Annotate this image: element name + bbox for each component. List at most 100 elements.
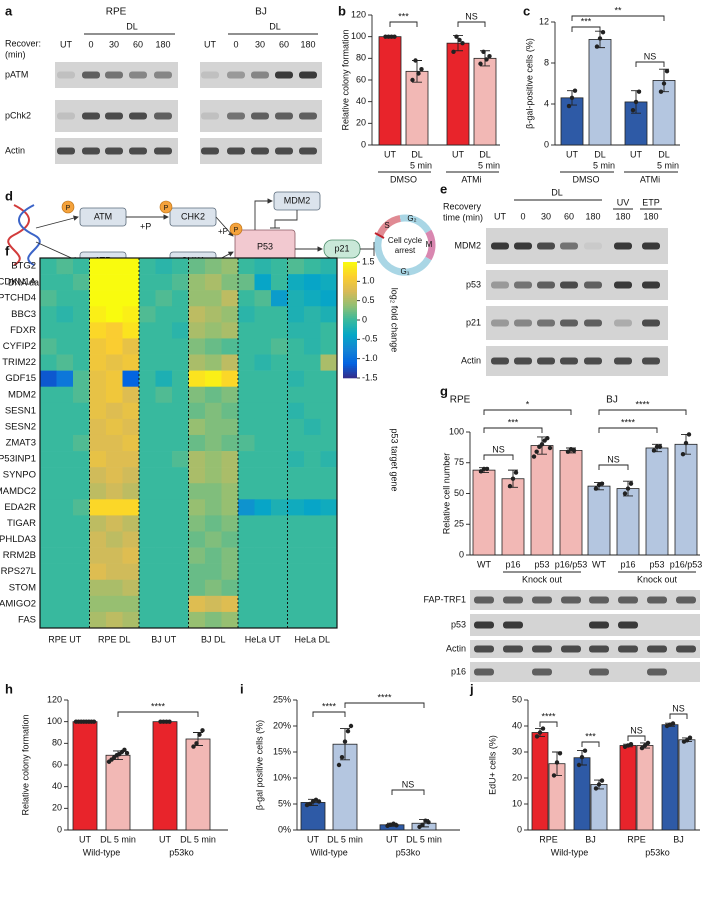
heatmap-cell bbox=[89, 467, 107, 484]
data-point bbox=[593, 786, 599, 791]
heatmap-cell bbox=[238, 402, 255, 420]
colorbar-segment bbox=[343, 354, 357, 357]
blot-band bbox=[676, 645, 696, 653]
data-point bbox=[191, 744, 196, 749]
error-bar bbox=[340, 728, 350, 761]
significance-bracket bbox=[581, 741, 600, 747]
node-label: P53 bbox=[257, 241, 273, 251]
blot-band bbox=[560, 357, 578, 365]
heatmap-cell bbox=[73, 402, 90, 420]
blot-row-label: FAP-TRF1 bbox=[423, 594, 466, 604]
heatmap-cell bbox=[139, 467, 156, 484]
heatmap-cell bbox=[287, 354, 305, 371]
heatmap-cell bbox=[221, 563, 239, 581]
bar bbox=[501, 478, 525, 556]
heatmap-cell bbox=[320, 531, 338, 548]
colorbar-segment bbox=[343, 352, 357, 355]
heatmap-cell bbox=[122, 354, 140, 371]
heatmap-cell bbox=[271, 595, 288, 613]
colorbar-segment bbox=[343, 362, 357, 365]
blot-band bbox=[584, 242, 602, 250]
colorbar-segment bbox=[343, 364, 357, 367]
row-label: BTG2 bbox=[11, 261, 36, 272]
panel-label: a bbox=[5, 3, 13, 18]
heatmap-cell bbox=[106, 322, 123, 339]
heatmap-cell bbox=[287, 418, 305, 436]
heatmap-cell bbox=[221, 467, 239, 484]
heatmap-cell bbox=[238, 451, 255, 468]
blot-band bbox=[647, 645, 667, 653]
error-bar bbox=[659, 68, 669, 93]
blot-row-label: MDM2 bbox=[455, 240, 482, 250]
y-tick-label: 100 bbox=[351, 31, 366, 41]
heatmap-cell bbox=[304, 547, 321, 564]
bar bbox=[473, 57, 497, 146]
heatmap-cell bbox=[205, 274, 222, 291]
heatmap-cell bbox=[254, 563, 272, 581]
heatmap-cell bbox=[122, 451, 140, 468]
bar bbox=[152, 721, 178, 831]
data-point bbox=[599, 778, 605, 783]
data-point bbox=[339, 755, 345, 760]
heatmap-cell bbox=[238, 418, 255, 436]
error-bar bbox=[387, 822, 397, 827]
blot-band bbox=[589, 645, 609, 653]
error-bar bbox=[567, 90, 577, 106]
heatmap-cell bbox=[106, 483, 123, 500]
heatmap-cell bbox=[287, 451, 305, 468]
heatmap-cell bbox=[106, 402, 123, 420]
blot-band bbox=[227, 71, 245, 79]
arrow bbox=[215, 216, 234, 237]
bar bbox=[636, 745, 654, 831]
heatmap-cell bbox=[122, 579, 140, 597]
heatmap-cell bbox=[205, 499, 222, 516]
significance-bracket bbox=[539, 721, 558, 727]
heatmap-cell bbox=[271, 258, 288, 275]
heatmap-cell bbox=[221, 547, 239, 564]
error-bar bbox=[681, 434, 691, 455]
heatmap-cell bbox=[155, 322, 173, 339]
x-tick-label: DL 5 min bbox=[406, 834, 442, 844]
colorbar-segment bbox=[343, 326, 357, 329]
bar bbox=[616, 488, 640, 556]
heatmap-cell bbox=[56, 258, 74, 275]
heatmap-cell bbox=[320, 451, 338, 468]
heatmap-cell bbox=[56, 386, 74, 404]
blot-band bbox=[561, 645, 581, 653]
blot-band bbox=[227, 147, 245, 155]
bar bbox=[573, 757, 591, 831]
heatmap-cell bbox=[205, 338, 222, 355]
treatment-label: DL bbox=[551, 187, 563, 197]
heatmap-cell bbox=[287, 579, 305, 597]
x-tick-label: DL 5 min bbox=[180, 834, 216, 844]
data-point bbox=[566, 103, 572, 109]
bar bbox=[530, 445, 554, 556]
heatmap-cell bbox=[221, 258, 239, 275]
colorbar-tick-label: 1.5 bbox=[362, 256, 375, 266]
heatmap-cell bbox=[139, 595, 156, 613]
blot-band bbox=[82, 71, 100, 79]
heatmap-cell bbox=[320, 563, 338, 581]
blot-band bbox=[618, 645, 638, 653]
heatmap-cell bbox=[221, 515, 239, 532]
heatmap-cell bbox=[188, 306, 206, 323]
blot-band bbox=[57, 147, 75, 155]
heatmap-cell bbox=[172, 306, 189, 323]
group-label: DMSO bbox=[573, 174, 600, 184]
blot-band bbox=[275, 147, 293, 155]
heatmap-cell bbox=[238, 354, 255, 371]
heatmap-cell bbox=[320, 402, 338, 420]
phase-label: S bbox=[384, 221, 389, 230]
y-tick-label: 10 bbox=[512, 798, 522, 808]
blot-row-label: p53 bbox=[451, 619, 466, 629]
panel-label: i bbox=[240, 681, 244, 696]
data-point bbox=[630, 107, 636, 113]
y-tick-label: 0 bbox=[57, 824, 62, 834]
blot-band bbox=[57, 112, 75, 120]
colorbar-segment bbox=[343, 370, 357, 373]
y-tick-label: 40 bbox=[52, 781, 62, 791]
data-point bbox=[345, 729, 351, 734]
x-tick-sublabel: 5 min bbox=[593, 160, 615, 170]
heatmap-cell bbox=[73, 499, 90, 516]
